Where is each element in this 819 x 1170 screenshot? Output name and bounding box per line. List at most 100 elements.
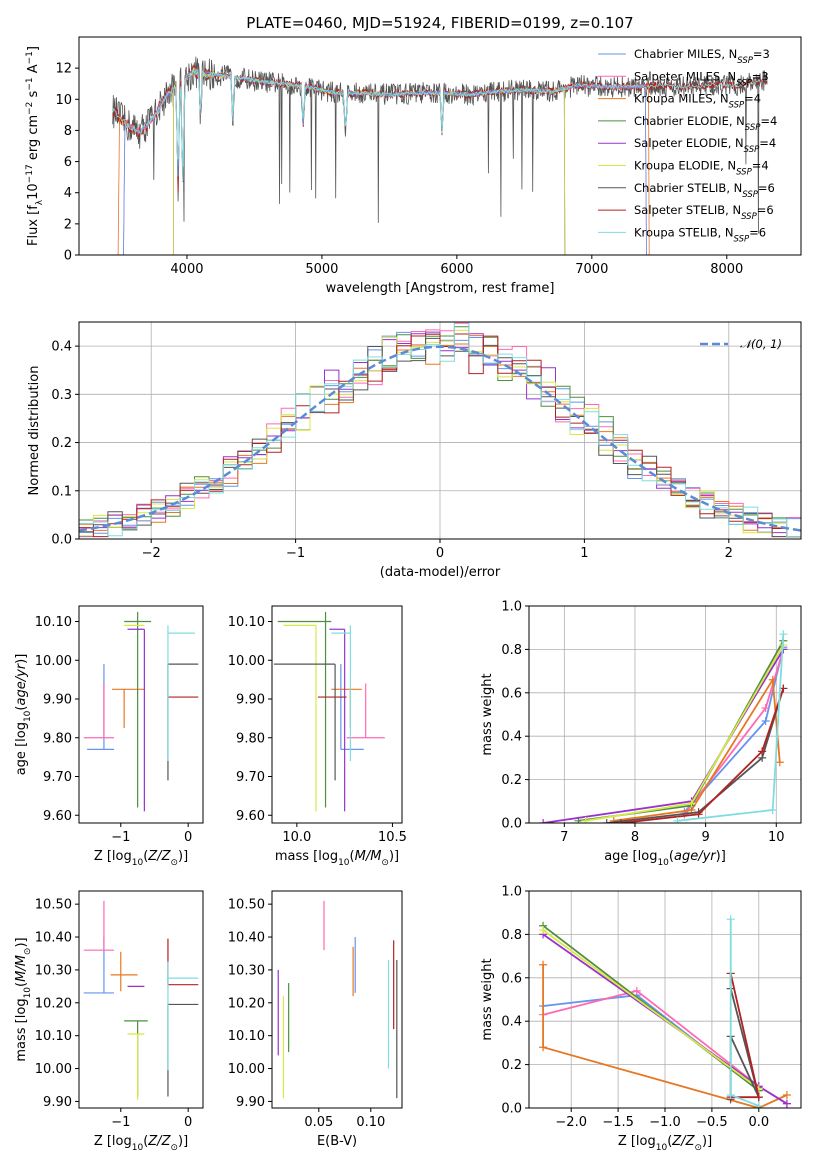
label-part: 10: [23, 710, 33, 722]
label-part: (: [667, 1134, 672, 1149]
legend-text: Chabrier STELIB, N: [634, 181, 742, 195]
y-tick-label: 1.0: [501, 885, 522, 900]
legend-label-chabrier-elodie: Chabrier ELODIE, NSSP=4: [634, 114, 777, 133]
mass-weight-vs-age-plot-area: [539, 630, 788, 823]
marker-salpeter-miles: [761, 703, 770, 712]
x-tick-label: 10.5: [378, 830, 407, 845]
x-axis-label: Z [log10(Z/Z⊙)]: [618, 1134, 712, 1153]
label-part: mass [log: [14, 998, 29, 1061]
marker-kroupa-miles: [768, 675, 777, 684]
label-part: (: [350, 849, 355, 864]
marker-chabrier-miles: [761, 717, 770, 726]
y-tick-label: 10.50: [35, 898, 72, 913]
label-part: (: [143, 1134, 148, 1149]
mass-weight-vs-Z-panel: −2.0 −1.5 −1.0 −0.5 0.0 0.0 0.2 0.4 0.6 0.8 1.0 Z […: [480, 885, 802, 1153]
legend-count: =6: [757, 203, 774, 217]
legend-count: =3: [752, 69, 769, 83]
spectrum-line-kroupa-stelib: [112, 68, 768, 182]
x-tick-label: −1: [111, 1115, 130, 1130]
legend-label-kroupa-stelib: Kroupa STELIB, NSSP=6: [634, 225, 766, 244]
x-tick-label: 10: [768, 830, 785, 845]
label-part: age [log: [14, 722, 29, 775]
mass-vs-Z-panel: −1 0 9.90 10.00 10.10 10.20 10.30 10.40 10.50 Z […: [14, 890, 204, 1153]
legend-text: Chabrier ELODIE, N: [634, 114, 745, 128]
y-tick-label: 0.0: [51, 533, 72, 548]
y-tick-label: 10.40: [228, 931, 265, 946]
marker-salpeter-elodie: [539, 819, 548, 823]
legend-text: Kroupa MILES, N: [634, 92, 729, 106]
y-tick-label: 9.60: [236, 809, 265, 824]
x-tick-label: −0.5: [696, 1115, 728, 1130]
y-axis-label: Normed distribution: [27, 366, 42, 496]
label-part: −17: [25, 164, 35, 183]
label-part: −1: [25, 51, 35, 64]
legend-text: Chabrier MILES, N: [634, 47, 737, 61]
marker-kroupa-stelib: [754, 1101, 763, 1108]
y-axis-label: mass weight: [480, 958, 495, 1040]
y-tick-label: 8: [64, 124, 72, 139]
label-part: −1: [25, 77, 35, 90]
legend-count: =3: [753, 47, 770, 61]
y-tick-label: 0.3: [51, 388, 72, 403]
label-part: )]: [389, 849, 399, 864]
label-part: ⊙: [170, 1143, 178, 1153]
marker-kroupa-elodie: [581, 816, 590, 823]
mass-vs-Z-plot-area: [83, 900, 199, 1100]
normal-reference-curve: [79, 345, 801, 532]
y-tick-label: 6: [64, 155, 72, 170]
legend-subscript: SSP: [742, 190, 758, 200]
x-tick-label: −1.0: [649, 1115, 681, 1130]
label-part: 10: [657, 858, 669, 868]
x-axis-label: wavelength [Angstrom, rest frame]: [326, 281, 555, 296]
spectrum-line-kroupa-miles: [117, 68, 650, 255]
legend-count: =6: [749, 225, 766, 239]
label-part: Z [log: [94, 1134, 132, 1149]
marker-kroupa-miles: [775, 758, 784, 767]
y-tick-label: 0.8: [501, 643, 522, 658]
histogram-salpeter-stelib: [79, 333, 801, 538]
x-tick-label: 8000: [710, 262, 743, 277]
legend-text: Salpeter MILES, N: [634, 69, 736, 83]
marker-kroupa-miles: [782, 1090, 791, 1099]
x-tick-label: 0.0: [748, 1115, 769, 1130]
label-part: A: [26, 64, 41, 77]
y-tick-label: 2: [64, 217, 72, 232]
label-part: )]: [702, 1134, 712, 1149]
label-part: )]: [14, 937, 29, 947]
label-part: M/M: [355, 849, 382, 864]
y-tick-label: 9.70: [43, 770, 72, 785]
x-tick-label: 10.0: [282, 830, 311, 845]
marker-kroupa-miles: [539, 1043, 548, 1052]
axes-frame: [271, 890, 403, 1109]
legend-count: =4: [760, 114, 777, 128]
label-part: Z [log: [618, 1134, 656, 1149]
y-tick-label: 9.90: [236, 693, 265, 708]
axes-frame: [78, 890, 204, 1109]
label-part: E(B-V): [317, 1134, 357, 1149]
y-tick-label: 0.8: [501, 928, 522, 943]
age-vs-mass-plot-area: [273, 611, 385, 812]
label-part: )]: [14, 654, 29, 664]
spectrum-panel: 4000 5000 6000 7000 8000 0 2 4 6 8 10 12 wavelength …: [25, 36, 802, 296]
y-tick-label: 0.4: [51, 340, 72, 355]
legend-subscript: SSP: [729, 101, 745, 111]
label-part: ⊙: [694, 1143, 702, 1153]
y-tick-label: 9.80: [236, 731, 265, 746]
x-tick-label: 0: [436, 546, 444, 561]
line-kroupa-elodie: [542, 929, 760, 1090]
legend-text: Kroupa STELIB, N: [634, 225, 734, 239]
y-tick-label: 0.4: [501, 730, 522, 745]
y-tick-label: 0: [64, 249, 72, 264]
label-part: Z/Z: [147, 1134, 171, 1149]
x-tick-label: 0.10: [356, 1115, 385, 1130]
marker-salpeter-miles: [632, 986, 641, 995]
legend-text: Kroupa ELODIE, N: [634, 159, 736, 173]
label-part: Z/Z: [147, 849, 171, 864]
x-axis-label: Z [log10(Z/Z⊙)]: [94, 849, 188, 868]
residuals-panel: −2 −1 0 1 2 0.0 0.1 0.2 0.3 0.4 (data-model)/error…: [27, 321, 802, 580]
legend-subscript: SSP: [741, 212, 757, 222]
y-tick-label: 10.30: [35, 963, 72, 978]
legend-label-chabrier-stelib: Chabrier STELIB, NSSP=6: [634, 181, 775, 200]
label-part: 10: [656, 1143, 668, 1153]
